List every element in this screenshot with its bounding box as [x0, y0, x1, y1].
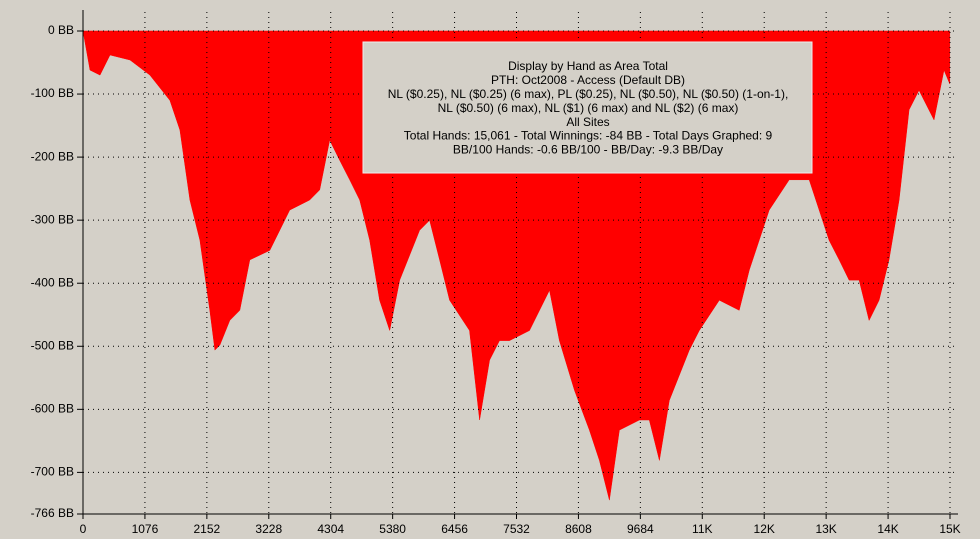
info-line: PTH: Oct2008 - Access (Default DB)	[491, 73, 685, 87]
x-tick-label: 7532	[503, 522, 530, 536]
info-line: Display by Hand as Area Total	[508, 59, 668, 73]
y-tick-label: 0 BB	[48, 23, 74, 37]
x-tick-label: 1076	[132, 522, 159, 536]
info-line: All Sites	[566, 115, 609, 129]
y-tick-label: -400 BB	[31, 275, 74, 289]
x-tick-label: 5380	[379, 522, 406, 536]
y-tick-label: -200 BB	[31, 149, 74, 163]
y-tick-label: -700 BB	[31, 465, 74, 479]
x-tick-label: 2152	[194, 522, 221, 536]
y-tick-label: -600 BB	[31, 402, 74, 416]
x-tick-label: 15K	[939, 522, 960, 536]
info-box	[362, 41, 813, 174]
y-tick-label: -500 BB	[31, 338, 74, 352]
info-line: NL ($0.25), NL ($0.25) (6 max), PL ($0.2…	[388, 87, 789, 101]
x-tick-label: 6456	[441, 522, 468, 536]
y-tick-label: -766 BB	[31, 506, 74, 520]
y-tick-label: -100 BB	[31, 86, 74, 100]
x-tick-label: 13K	[815, 522, 836, 536]
x-tick-label: 0	[80, 522, 87, 536]
x-tick-label: 3228	[255, 522, 282, 536]
x-tick-label: 8608	[565, 522, 592, 536]
info-line: Total Hands: 15,061 - Total Winnings: -8…	[404, 129, 773, 143]
x-tick-label: 11K	[692, 522, 712, 536]
x-tick-label: 12K	[754, 522, 775, 536]
x-tick-label: 14K	[877, 522, 898, 536]
y-tick-label: -300 BB	[31, 212, 74, 226]
x-tick-label: 4304	[317, 522, 344, 536]
x-tick-label: 9684	[627, 522, 654, 536]
info-line: BB/100 Hands: -0.6 BB/100 - BB/Day: -9.3…	[453, 143, 723, 157]
info-line: NL ($0.50) (6 max), NL ($1) (6 max) and …	[438, 101, 739, 115]
